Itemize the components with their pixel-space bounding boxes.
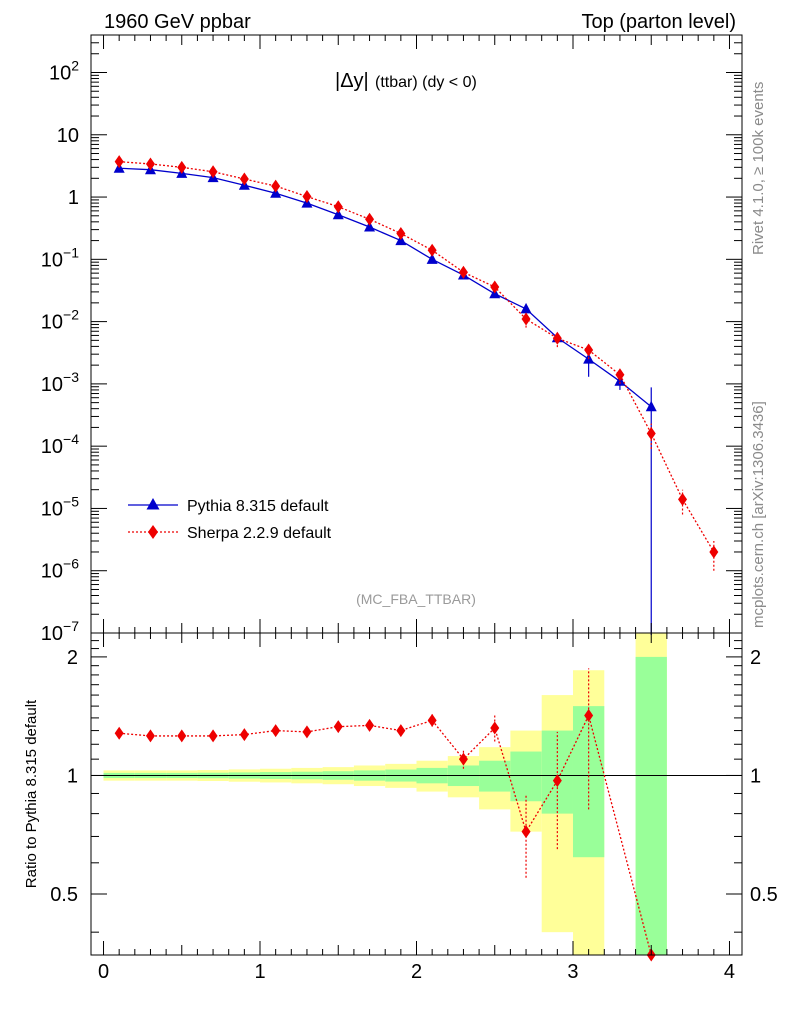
sherpa-point bbox=[521, 312, 531, 326]
sherpa-point bbox=[615, 368, 625, 382]
ratio-uncertainty-bands bbox=[103, 633, 667, 955]
ratio-y-tick-label-right: 0.5 bbox=[750, 884, 778, 906]
ratio-sherpa-point bbox=[114, 726, 124, 740]
sherpa-point bbox=[208, 165, 218, 179]
legend-sherpa-label: Sherpa 2.2.9 default bbox=[187, 525, 332, 542]
ratio-x-tick-label: 3 bbox=[567, 961, 578, 983]
ratio-x-tick-label: 0 bbox=[98, 961, 109, 983]
main-y-tick-label: 102 bbox=[49, 57, 79, 84]
legend-pythia-label: Pythia 8.315 default bbox=[187, 498, 329, 515]
pythia-point bbox=[332, 208, 344, 220]
sherpa-point bbox=[177, 160, 187, 174]
main-y-axis bbox=[91, 34, 742, 634]
plot-title-rest: (ttbar) (dy < 0) bbox=[375, 74, 477, 91]
sherpa-point bbox=[552, 331, 562, 345]
legend-pythia-marker bbox=[146, 498, 160, 510]
ratio-sherpa-point bbox=[333, 720, 343, 734]
mcplots-label: mcplots.cern.ch [arXiv:1306.3436] bbox=[750, 401, 767, 628]
ratio-x-tick-label: 1 bbox=[254, 961, 265, 983]
main-y-tick-label: 10 bbox=[57, 125, 79, 147]
ratio-sherpa-point bbox=[490, 721, 500, 735]
main-y-tick-label: 10−2 bbox=[41, 307, 79, 334]
ratio-sherpa-point bbox=[552, 774, 562, 788]
ratio-y-tick-label-right: 2 bbox=[750, 647, 761, 669]
ratio-sherpa-point bbox=[458, 752, 468, 766]
rivet-label: Rivet 4.1.0, ≥ 100k events bbox=[750, 82, 767, 255]
main-y-tick-label: 10−6 bbox=[41, 556, 79, 583]
sherpa-point bbox=[114, 155, 124, 169]
sherpa-point bbox=[584, 343, 594, 357]
main-y-tick-label: 10−7 bbox=[41, 618, 79, 645]
ratio-panel: 0.5 0.5 1 1 2 2 0 1 2 3 4 Ratio to Pythia 8.315 d… bbox=[23, 632, 778, 983]
ratio-sherpa-point bbox=[427, 713, 437, 727]
sherpa-point bbox=[490, 280, 500, 294]
ratio-sherpa-point bbox=[271, 724, 281, 738]
main-y-tick-label: 10−5 bbox=[41, 493, 79, 520]
main-x-axis bbox=[103, 35, 730, 633]
ratio-y-tick-label-left: 2 bbox=[67, 647, 78, 669]
sherpa-point bbox=[145, 157, 155, 171]
sherpa-point bbox=[427, 243, 437, 257]
sherpa-point bbox=[239, 172, 249, 186]
pythia-point bbox=[364, 221, 376, 232]
main-y-tick-label: 10−4 bbox=[41, 431, 79, 458]
sherpa-point bbox=[302, 190, 312, 204]
energy-label: 1960 GeV ppbar bbox=[104, 11, 251, 33]
analysis-label: (MC_FBA_TTBAR) bbox=[356, 591, 476, 607]
main-y-tick-labels: 10−7 10−6 10−5 10−4 10−3 10−2 10−1 1 10 102 bbox=[41, 57, 79, 645]
ratio-sherpa-point bbox=[177, 729, 187, 743]
ratio-y-tick-label-right: 1 bbox=[750, 765, 761, 787]
sherpa-point bbox=[365, 212, 375, 226]
pythia-line bbox=[119, 167, 652, 408]
sherpa-line bbox=[119, 161, 715, 553]
sherpa-point bbox=[678, 492, 688, 506]
main-y-tick-label: 1 bbox=[68, 187, 79, 209]
ratio-sherpa-point bbox=[365, 718, 375, 732]
ratio-sherpa-point bbox=[145, 729, 155, 743]
ratio-band-green bbox=[635, 656, 667, 955]
sherpa-point bbox=[333, 200, 343, 214]
ratio-x-axis: 0 1 2 3 4 bbox=[98, 633, 735, 983]
ratio-band-green bbox=[510, 751, 542, 802]
legend: Pythia 8.315 default Sherpa 2.2.9 defaul… bbox=[128, 498, 332, 542]
sherpa-point bbox=[458, 265, 468, 279]
ratio-y-axis: 0.5 0.5 1 1 2 2 bbox=[50, 640, 778, 933]
ratio-x-tick-label: 2 bbox=[411, 961, 422, 983]
main-y-tick-label: 10−3 bbox=[41, 369, 79, 396]
sherpa-point bbox=[709, 545, 719, 559]
main-frame bbox=[90, 34, 743, 634]
ratio-sherpa-point bbox=[584, 708, 594, 722]
ratio-sherpa-point bbox=[302, 725, 312, 739]
sherpa-point bbox=[396, 226, 406, 240]
legend-sherpa-marker bbox=[148, 525, 158, 539]
ratio-sherpa-point bbox=[396, 724, 406, 738]
main-y-tick-label: 10−1 bbox=[41, 244, 79, 271]
plot-title-symbol: |Δy| bbox=[335, 70, 369, 92]
ratio-y-tick-label-left: 1 bbox=[67, 765, 78, 787]
ratio-sherpa-point bbox=[521, 825, 531, 839]
sherpa-point bbox=[646, 426, 656, 440]
ratio-sherpa-point bbox=[239, 728, 249, 742]
pythia-point bbox=[520, 302, 532, 314]
ratio-band-green bbox=[572, 706, 605, 858]
ratio-y-tick-label-left: 0.5 bbox=[50, 884, 78, 906]
ratio-sherpa-point bbox=[208, 729, 218, 743]
ratio-band-green bbox=[479, 760, 511, 792]
main-plot-area bbox=[113, 155, 719, 633]
pythia-point bbox=[426, 253, 438, 264]
pythia-point bbox=[645, 400, 657, 412]
sherpa-point bbox=[271, 179, 281, 193]
ratio-x-tick-label: 4 bbox=[724, 961, 735, 983]
process-label: Top (parton level) bbox=[581, 11, 736, 33]
ratio-y-label: Ratio to Pythia 8.315 default bbox=[23, 699, 40, 888]
